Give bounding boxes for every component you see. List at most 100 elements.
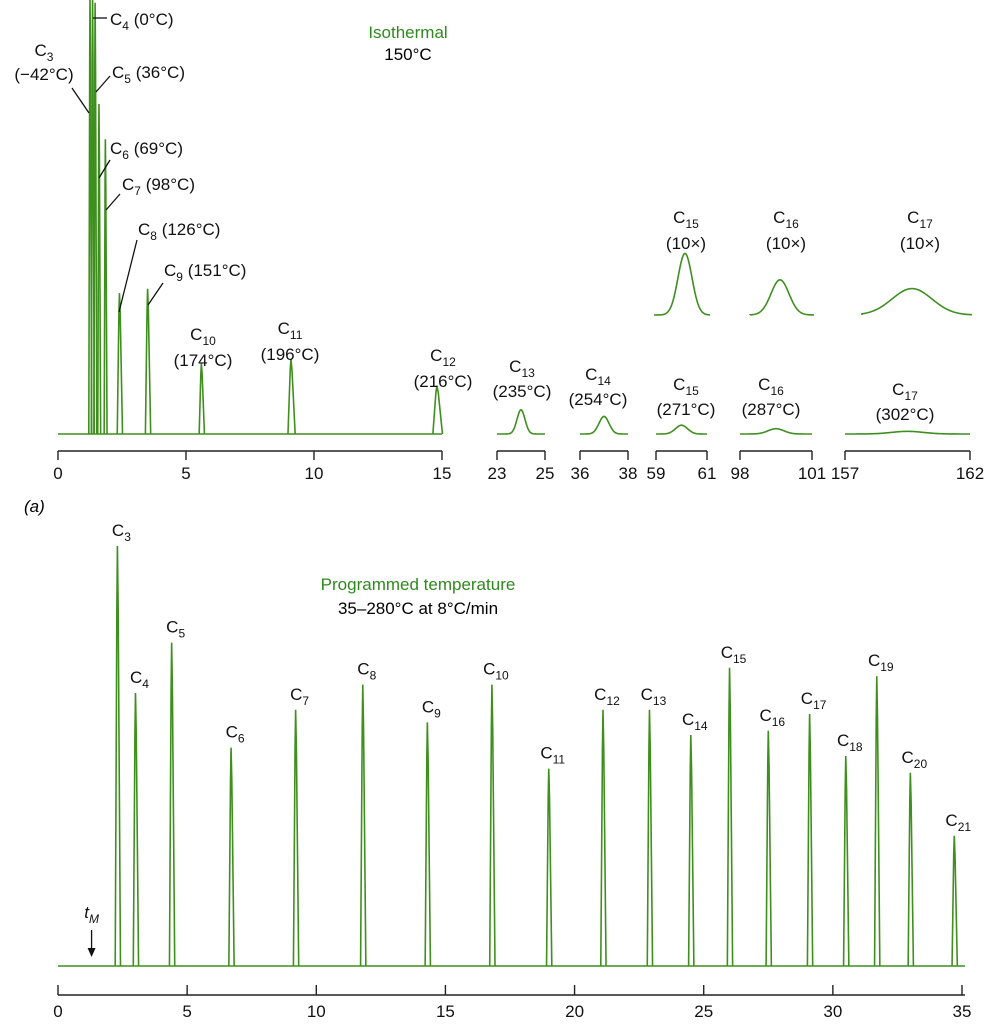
peak-c12 [599,709,607,967]
tick-label: 35 [953,1002,972,1021]
tick-label: 25 [694,1002,713,1021]
tick-label: 157 [831,464,859,483]
tick-label: 101 [798,464,826,483]
peak-c9 [424,722,432,967]
marker-arrow-head [87,948,96,957]
label-c9: C9 [422,697,441,720]
label-c21: C21 [945,811,971,834]
peak-c14 [580,415,628,435]
peak-c11 [545,768,553,967]
tick-label: 59 [647,464,666,483]
label-c9: C9 (151°C) [164,261,246,284]
tick-label: 98 [731,464,750,483]
peak-c7 [103,139,108,435]
peak-c13 [646,709,654,967]
peak-c13 [497,408,545,435]
expanded-label-c17: C17 [907,208,933,231]
label-c13: C13 [509,357,535,380]
bp-c17: (302°C) [876,405,935,424]
label-c12: C12 [430,346,456,369]
tick-label: 0 [53,464,62,483]
label-c15: C15 [673,375,699,398]
bp-c13: (235°C) [493,382,552,401]
bp-c11: (196°C) [261,345,320,364]
peak-c20 [907,772,915,967]
peak-c8 [116,293,124,435]
label-c6: C6 (69°C) [110,139,183,162]
leader-c3 [71,87,90,114]
bp-c10: (174°C) [174,351,233,370]
peak-c15 [726,667,734,967]
tick-label: 5 [181,464,190,483]
bp-c3: (−42°C) [14,65,73,84]
bp-c15: (271°C) [657,400,716,419]
peak-c4 [132,692,140,967]
bp-c14: (254°C) [569,390,628,409]
tick-label: 0 [53,1002,62,1021]
leader-c8 [118,239,138,313]
peak-c4 [90,0,96,435]
label-c13: C13 [641,685,667,708]
tick-label: 20 [565,1002,584,1021]
label-c7: C7 [290,685,309,708]
isothermal-subtitle: 150°C [384,45,431,64]
label-c5: C5 (36°C) [112,63,185,86]
marker-label: tM [84,903,99,926]
bp-c12: (216°C) [414,372,473,391]
label-c3: C3 [112,521,131,544]
programmed-panel: Programmed temperature 35–280°C at 8°C/m… [53,521,971,1021]
tick-label: 10 [307,1002,326,1021]
peak-c5 [168,642,176,967]
label-c6: C6 [226,723,245,746]
peak-c15 [656,424,707,435]
isothermal-title: Isothermal [368,23,447,42]
expanded-note-c15: (10×) [666,234,706,253]
peak-c21 [951,835,959,967]
peak-c3 [88,0,93,435]
programmed-subtitle: 35–280°C at 8°C/min [338,599,498,618]
tick-label: 10 [305,464,324,483]
label-c4: C4 [130,668,149,691]
label-c11: C11 [540,744,565,767]
peak-c19 [873,676,881,967]
bp-c16: (287°C) [742,400,801,419]
peak-c11 [287,359,296,435]
label-c16: C16 [759,706,785,729]
peak-c5 [93,2,98,435]
label-c16: C16 [758,375,784,398]
label-c7: C7 (98°C) [122,175,195,198]
tick-label: 36 [571,464,590,483]
label-c12: C12 [594,685,620,708]
tick-label: 30 [823,1002,842,1021]
label-c11: C11 [278,319,303,342]
tick-label: 15 [433,464,452,483]
expanded-peak-c17 [861,287,973,316]
label-c17: C17 [801,689,827,712]
expanded-label-c16: C16 [773,208,799,231]
tick-label: 5 [182,1002,191,1021]
leader-c5 [95,75,111,93]
label-c5: C5 [166,618,185,641]
peak-c17 [845,430,970,435]
expanded-note-c17: (10×) [900,234,940,253]
label-c4: C4 (0°C) [110,10,174,33]
peak-c10 [198,363,206,435]
label-c18: C18 [837,731,863,754]
peak-c6 [228,747,235,967]
label-c19: C19 [868,651,894,674]
peak-c16 [765,730,773,967]
peak-c17 [806,713,814,967]
label-c15: C15 [721,643,747,666]
expanded-label-c15: C15 [673,208,699,231]
tick-label: 15 [436,1002,455,1021]
peak-c18 [842,755,850,967]
peak-c6 [96,103,102,435]
tick-label: 25 [536,464,555,483]
label-c8: C8 [357,660,376,683]
panel-label: (a) [24,497,45,516]
leader-c9 [147,282,164,306]
tick-label: 38 [619,464,638,483]
programmed-title: Programmed temperature [321,575,516,594]
label-c17: C17 [892,380,918,403]
